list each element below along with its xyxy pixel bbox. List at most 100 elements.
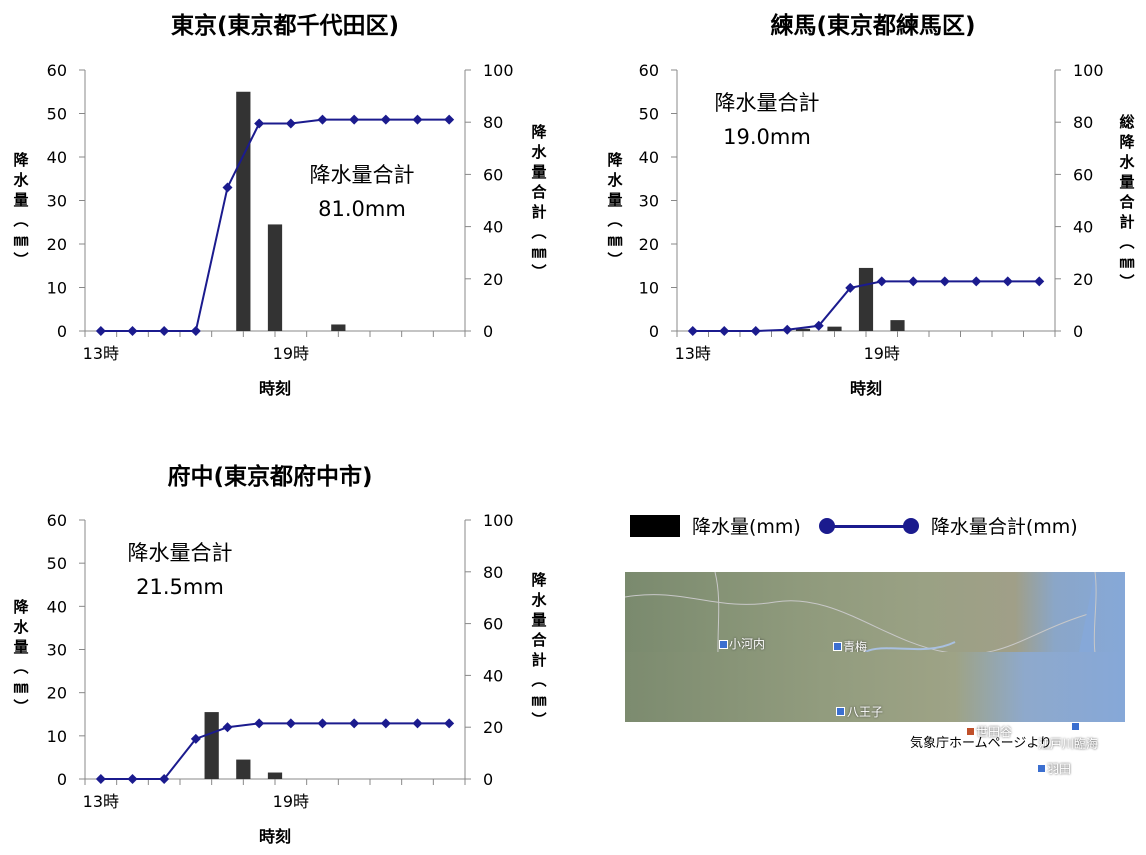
station-marker	[966, 727, 975, 736]
line-point	[349, 114, 360, 125]
y-tick-label: 30	[639, 192, 659, 211]
chart-legend: 降水量(mm) 降水量合計(mm)	[630, 512, 1078, 539]
line-point	[254, 118, 265, 129]
map-label: 世田谷	[976, 725, 1013, 739]
y2-axis-label: 総降水量合計 ︵ ㎜ ︶	[1119, 113, 1135, 291]
line-point	[95, 774, 106, 784]
legend-line-label: 降水量合計(mm)	[930, 516, 1078, 538]
bar	[331, 324, 346, 331]
line-point	[349, 718, 360, 729]
y2-tick-label: 100	[1073, 61, 1104, 80]
y2-tick-label: 20	[1073, 270, 1093, 289]
line-point	[1002, 276, 1013, 287]
y-tick-label: 60	[639, 61, 659, 80]
x-tick-label: 19時	[864, 344, 900, 363]
y2-tick-label: 40	[1073, 218, 1093, 237]
y-tick-label: 40	[639, 148, 659, 167]
series-line	[692, 280, 1040, 332]
y2-tick-label: 40	[483, 218, 503, 237]
y-tick-label: 0	[57, 770, 67, 789]
y-tick-label: 30	[47, 192, 67, 211]
map-label: 羽田	[1047, 762, 1072, 776]
x-tick-label: 19時	[273, 792, 309, 811]
y-tick-label: 30	[47, 641, 67, 660]
x-tick-label: 13時	[83, 792, 119, 811]
line-point	[845, 282, 856, 293]
bar	[236, 759, 251, 779]
bar	[236, 91, 251, 331]
x-axis-label: 時刻	[850, 379, 882, 398]
bar	[267, 224, 283, 331]
y2-tick-label: 80	[483, 563, 503, 582]
y-axis-label: 降水量 ︵ ㎜ ︶	[13, 598, 29, 716]
y-tick-label: 0	[649, 322, 659, 341]
y-axis-label: 降水量 ︵ ㎜ ︶	[607, 151, 623, 269]
line-point	[127, 326, 138, 336]
line-point	[876, 276, 887, 287]
map-label: 江戸川臨海	[1038, 737, 1099, 751]
line-point	[687, 326, 698, 336]
line-point	[222, 182, 233, 193]
y-tick-label: 50	[639, 105, 659, 124]
legend-bar-label: 降水量(mm)	[692, 516, 801, 538]
line-point	[412, 718, 423, 729]
line-point	[159, 774, 170, 784]
total-value: 81.0mm	[318, 197, 406, 221]
line-point	[190, 733, 201, 744]
station-marker	[1037, 764, 1046, 773]
station-marker	[1071, 722, 1080, 731]
bar	[890, 320, 905, 331]
y2-tick-label: 60	[1073, 165, 1093, 184]
line-point	[444, 718, 455, 729]
line-point	[1034, 276, 1045, 287]
y2-tick-label: 40	[483, 666, 503, 685]
series-line	[100, 722, 450, 780]
map-label: 青梅	[843, 640, 868, 654]
line-point	[127, 774, 138, 784]
total-label: 降水量合計	[310, 163, 415, 187]
line-point	[782, 324, 793, 335]
y-tick-label: 10	[639, 279, 659, 298]
line-point	[159, 326, 170, 336]
series-line	[100, 118, 450, 332]
station-map-lower	[625, 652, 1125, 722]
y-tick-label: 10	[47, 279, 67, 298]
y-tick-label: 0	[57, 322, 67, 341]
y-tick-label: 50	[47, 105, 67, 124]
y-tick-label: 60	[47, 61, 67, 80]
legend-bar-swatch	[630, 514, 680, 537]
y-axis-label: 降水量 ︵ ㎜ ︶	[13, 151, 29, 269]
y-tick-label: 20	[639, 235, 659, 254]
y2-tick-label: 80	[483, 113, 503, 132]
line-point	[750, 326, 761, 336]
total-label: 降水量合計	[128, 541, 233, 565]
map-labels-lower: 八王子 世田谷 江戸川臨海 羽田	[625, 652, 1125, 776]
x-tick-label: 19時	[273, 344, 309, 363]
y-tick-label: 20	[47, 235, 67, 254]
line-point	[939, 276, 950, 287]
bar	[795, 328, 811, 331]
x-tick-label: 13時	[83, 344, 119, 363]
y-tick-label: 60	[47, 511, 67, 530]
station-marker	[836, 707, 845, 716]
line-point	[190, 326, 201, 336]
y-tick-label: 20	[47, 684, 67, 703]
map-credit: 気象庁ホームページより	[910, 736, 1053, 751]
y2-tick-label: 0	[1073, 322, 1083, 341]
station-marker	[719, 640, 728, 649]
line-point	[971, 276, 982, 287]
y-tick-label: 40	[47, 597, 67, 616]
bar	[267, 772, 283, 779]
bar	[858, 267, 874, 331]
y-tick-label: 10	[47, 727, 67, 746]
total-value: 21.5mm	[136, 575, 224, 599]
line-point	[380, 114, 391, 125]
y2-tick-label: 60	[483, 615, 503, 634]
line-point	[813, 320, 824, 331]
line-point	[285, 718, 296, 729]
y2-axis-label: 降水量合計 ︵ ㎜ ︶	[531, 123, 547, 281]
total-value: 19.0mm	[723, 125, 811, 149]
line-point	[908, 276, 919, 287]
